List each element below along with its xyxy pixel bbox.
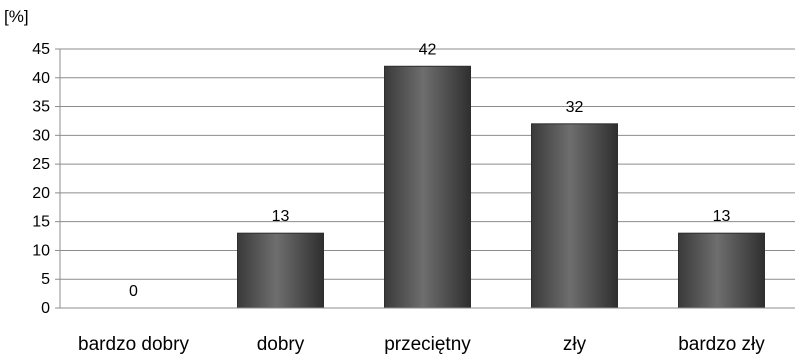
x-category-label: zły [563,334,587,355]
y-axis-unit-label: [%] [4,7,29,26]
data-label: 42 [419,41,437,58]
x-axis-category-labels: bardzo dobry dobry przeciętny zły bardzo zły [78,334,765,355]
y-tick-label: 0 [41,300,50,317]
y-tick-label: 25 [32,156,50,173]
y-tick-label: 20 [32,185,50,202]
y-tick-label: 40 [32,70,50,87]
y-tick-label: 30 [32,127,50,144]
y-tick-label: 35 [32,99,50,116]
y-axis-tick-labels: 0 5 10 15 20 25 30 35 40 45 [32,41,50,317]
x-category-label: bardzo dobry [78,334,189,355]
x-category-label: dobry [257,334,305,355]
data-label: 0 [129,283,138,300]
y-tick-label: 5 [41,271,50,288]
data-label: 13 [713,208,731,225]
y-tick-label: 10 [32,242,50,259]
data-label: 13 [272,208,290,225]
x-category-label: bardzo zły [678,334,765,355]
bar-4 [678,232,765,309]
bar-1 [237,232,324,309]
bars [237,65,765,309]
x-category-label: przeciętny [384,334,471,355]
y-tick-label: 45 [32,41,50,58]
bar-2 [384,65,471,309]
data-labels: 0 13 42 32 13 [129,41,730,300]
y-tick-label: 15 [32,214,50,231]
bar-3 [531,123,618,309]
data-label: 32 [566,99,584,116]
